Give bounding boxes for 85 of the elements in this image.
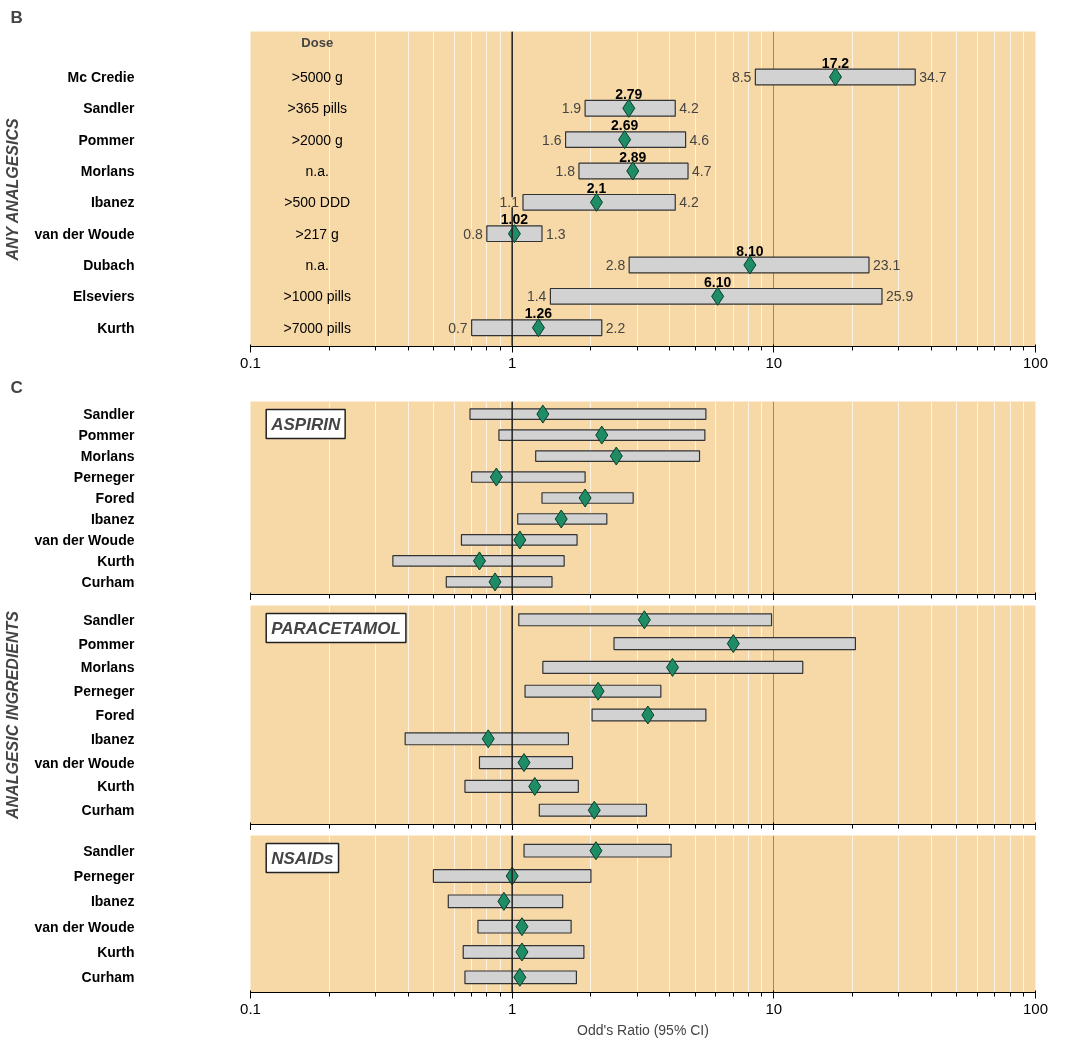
- y-tick-label: Morlans: [80, 659, 135, 676]
- annotation: 8.5: [731, 68, 752, 85]
- y-tick-label: Kurth: [97, 778, 135, 795]
- annotation: 34.7: [919, 68, 947, 85]
- x-tick-label: 1: [508, 353, 517, 371]
- y-tick-label: Sandler: [83, 406, 136, 423]
- annotation: 0.7: [448, 319, 468, 336]
- y-tick-label: van der Woude: [34, 918, 135, 935]
- annotation: 4.6: [689, 131, 710, 148]
- y-tick-label: Ibanez: [90, 510, 135, 527]
- data-label: 2.79: [615, 85, 643, 102]
- data-label: 17.2: [821, 54, 850, 71]
- y-tick-label: Dubach: [83, 257, 135, 274]
- annotation: Dose: [301, 34, 334, 50]
- y2-tick-label: >1000 pills: [283, 288, 351, 305]
- annotation: 1.4: [526, 288, 547, 305]
- x-tick-label: 100: [1022, 353, 1049, 371]
- annotation: 1.6: [542, 131, 562, 148]
- annotation: 1.1: [499, 194, 520, 211]
- y-tick-label: Fored: [95, 707, 135, 723]
- x-tick-label: 1: [508, 999, 517, 1017]
- x-tick-label: 0.1: [240, 999, 261, 1017]
- y-tick-label: Curham: [81, 969, 135, 986]
- y-tick-label: Kurth: [97, 552, 135, 569]
- y-tick-label: van der Woude: [34, 754, 135, 771]
- y-tick-label: van der Woude: [34, 531, 135, 548]
- text: NSAIDs: [271, 848, 334, 868]
- y-axis-title: ANY ANALGESICS: [4, 117, 22, 262]
- annotation: 1.8: [555, 162, 576, 179]
- y-tick-label: Sandler: [83, 100, 136, 117]
- y-tick-label: van der Woude: [34, 225, 135, 242]
- y2-tick-label: >365 pills: [287, 100, 347, 117]
- y-tick-label: Sandler: [83, 842, 136, 859]
- annotation: 2.2: [605, 319, 626, 336]
- y-tick-label: Ibanez: [90, 194, 135, 211]
- text: B: [10, 7, 23, 27]
- annotation: 4.7: [692, 162, 712, 179]
- x-tick-label: 10: [765, 999, 783, 1017]
- y-tick-label: Elseviers: [73, 288, 135, 305]
- x-axis-title: Odd's Ratio (95% CI): [577, 1021, 709, 1038]
- y-tick-label: Morlans: [80, 448, 135, 465]
- annotation: 4.2: [679, 194, 699, 211]
- x-tick-label: 10: [765, 353, 783, 371]
- data-label: 6.10: [704, 273, 732, 290]
- y-tick-label: Pommer: [78, 427, 136, 444]
- y-tick-label: Fored: [95, 490, 135, 506]
- y-tick-label: Pommer: [78, 131, 136, 148]
- data-label: 2.89: [619, 148, 647, 165]
- y2-tick-label: >500 DDD: [284, 194, 351, 211]
- y2-tick-label: n.a.: [305, 162, 329, 179]
- y2-tick-label: >5000 g: [291, 68, 343, 85]
- text: PARACETAMOL: [271, 618, 401, 638]
- y-tick-label: Ibanez: [90, 893, 135, 910]
- y-tick-label: Ibanez: [90, 730, 135, 747]
- y2-tick-label: >217 g: [295, 225, 339, 242]
- annotation: 1.9: [561, 100, 582, 117]
- y-tick-label: Mc Credie: [67, 68, 135, 85]
- x-tick-label: 100: [1022, 999, 1049, 1017]
- annotation: 1.3: [545, 225, 566, 242]
- x-tick-label: 0.1: [240, 353, 261, 371]
- y-tick-label: Curham: [81, 573, 135, 590]
- y-axis-title: ANALGESIC INGREDIENTS: [4, 610, 22, 821]
- annotation: 23.1: [872, 257, 901, 274]
- y-tick-label: Kurth: [97, 319, 135, 336]
- y-tick-label: Kurth: [97, 943, 135, 960]
- annotation: 2.8: [605, 257, 626, 274]
- annotation: 25.9: [885, 288, 914, 305]
- data-label: 2.1: [586, 179, 607, 196]
- text: ASPIRIN: [270, 414, 341, 434]
- y-tick-label: Perneger: [73, 469, 136, 486]
- data-label: 1.26: [524, 305, 553, 322]
- text: C: [10, 377, 23, 397]
- y-tick-label: Perneger: [73, 683, 136, 700]
- y-tick-label: Morlans: [80, 162, 135, 179]
- y-tick-label: Sandler: [83, 611, 136, 628]
- annotation: 4.2: [679, 100, 699, 117]
- y2-tick-label: n.a.: [305, 257, 329, 274]
- y-tick-label: Curham: [81, 802, 135, 819]
- data-label: 2.69: [610, 117, 639, 134]
- y2-tick-label: >7000 pills: [283, 319, 351, 336]
- data-label: 8.10: [736, 242, 764, 259]
- y-tick-label: Pommer: [78, 635, 136, 652]
- y-tick-label: Perneger: [73, 868, 136, 885]
- y2-tick-label: >2000 g: [291, 131, 343, 148]
- annotation: 0.8: [463, 225, 484, 242]
